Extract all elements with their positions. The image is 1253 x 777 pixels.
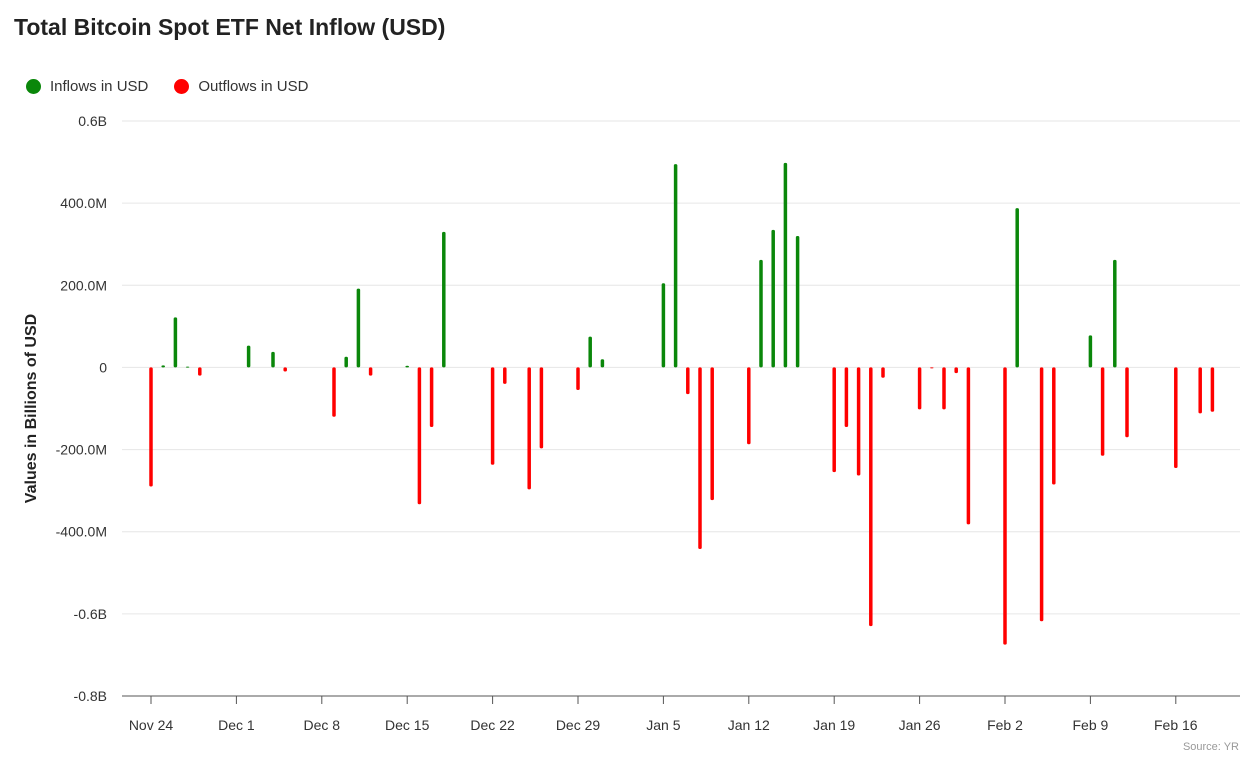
inflow-bar	[783, 162, 788, 368]
legend-label-outflows: Outflows in USD	[198, 78, 309, 95]
outflow-bar	[930, 367, 934, 369]
legend-item-outflows[interactable]: Outflows in USD	[174, 78, 308, 95]
x-tick-label: Jan 5	[646, 717, 680, 733]
inflow-bar	[185, 366, 190, 368]
inflow-bar	[161, 365, 165, 368]
inflow-bar	[759, 259, 763, 368]
outflow-bar	[686, 367, 690, 395]
inflow-bar	[795, 236, 800, 368]
outflow-bar	[539, 367, 544, 449]
x-tick-label: Feb 16	[1154, 717, 1198, 733]
inflow-bar	[405, 365, 409, 368]
outflow-bar	[429, 367, 434, 427]
outflow-bar	[1198, 367, 1202, 414]
grid-lines	[122, 120, 1240, 615]
y-tick-label: -0.8B	[74, 688, 107, 704]
outflow-bar	[332, 367, 336, 417]
y-tick-label: 200.0M	[60, 277, 107, 293]
x-tick-label: Dec 8	[304, 717, 341, 733]
outflow-bar	[576, 367, 580, 391]
inflow-bar	[246, 345, 251, 368]
outflow-bar	[1003, 367, 1007, 645]
inflow-bar	[1015, 208, 1019, 368]
legend-label-inflows: Inflows in USD	[50, 78, 149, 95]
legend-dot-inflows	[26, 79, 41, 94]
inflow-bar	[661, 283, 666, 368]
x-tick-label: Feb 2	[987, 717, 1023, 733]
y-tick-label: 0	[99, 359, 107, 375]
bars	[149, 162, 1215, 645]
outflow-bar	[503, 367, 507, 384]
outflow-bar	[917, 367, 922, 410]
outflow-bar	[856, 367, 861, 476]
outflow-bar	[954, 367, 958, 374]
chart-title: Total Bitcoin Spot ETF Net Inflow (USD)	[14, 14, 446, 40]
inflow-bar	[271, 351, 275, 368]
y-axis-label: Values in Billions of USD	[23, 314, 40, 503]
outflow-bar	[1039, 367, 1044, 622]
outflow-bar	[1052, 367, 1056, 485]
outflow-bar	[1174, 367, 1178, 469]
outflow-bar	[368, 367, 373, 376]
inflow-bar	[673, 164, 678, 368]
x-tick-label: Dec 15	[385, 717, 430, 733]
outflow-bar	[283, 367, 287, 372]
inflow-bar	[442, 231, 446, 368]
inflow-bar	[771, 229, 775, 368]
x-tick-label: Dec 1	[218, 717, 255, 733]
outflow-bar	[490, 367, 495, 465]
outflow-bar	[149, 367, 153, 487]
legend-item-inflows[interactable]: Inflows in USD	[26, 78, 148, 95]
outflow-bar	[832, 367, 836, 473]
inflow-bar	[588, 336, 592, 368]
x-tick-label: Dec 29	[556, 717, 601, 733]
outflow-bar	[698, 367, 702, 549]
outflow-bar	[869, 367, 873, 627]
outflow-bar	[881, 367, 885, 378]
inflow-bar	[344, 356, 348, 368]
x-tick-label: Nov 24	[129, 717, 174, 733]
outflow-bar	[1210, 367, 1215, 412]
y-tick-label: 0.6B	[78, 113, 107, 129]
y-tick-label: -400.0M	[56, 524, 107, 540]
outflow-bar	[844, 367, 849, 427]
legend: Inflows in USD Outflows in USD	[26, 78, 308, 95]
outflow-bar	[747, 367, 751, 445]
source-note: Source: YR	[1182, 741, 1239, 753]
x-tick-label: Jan 26	[899, 717, 941, 733]
outflow-bar	[942, 367, 946, 410]
inflow-bar	[1088, 335, 1093, 368]
y-tick-label: -0.6B	[74, 606, 107, 622]
inflow-bar	[1113, 259, 1117, 368]
outflow-bar	[1125, 367, 1129, 438]
outflow-bar	[710, 367, 714, 501]
x-tick-label: Jan 12	[728, 717, 770, 733]
outflow-bar	[527, 367, 531, 490]
inflow-bar	[600, 359, 605, 368]
y-tick-label: -200.0M	[56, 442, 107, 458]
outflow-bar	[1100, 367, 1105, 456]
y-tick-label: 400.0M	[60, 195, 107, 211]
x-tick-label: Dec 22	[470, 717, 515, 733]
outflow-bar	[417, 367, 422, 505]
x-tick-label: Jan 19	[813, 717, 855, 733]
outflow-bar	[966, 367, 971, 525]
x-tick-label: Feb 9	[1072, 717, 1108, 733]
inflow-bar	[173, 317, 178, 368]
legend-dot-outflows	[174, 79, 190, 94]
inflow-bar	[356, 288, 361, 368]
outflow-bar	[198, 367, 202, 376]
x-axis: Nov 24 Dec 1 Dec 8 Dec 15 Dec 22 Dec 29 Jan 5 J…	[122, 695, 1240, 733]
y-axis-ticks: 0.6B 400.0M 200.0M 0 -200.0M -400.0M -0.6B -0.8…	[56, 113, 108, 704]
